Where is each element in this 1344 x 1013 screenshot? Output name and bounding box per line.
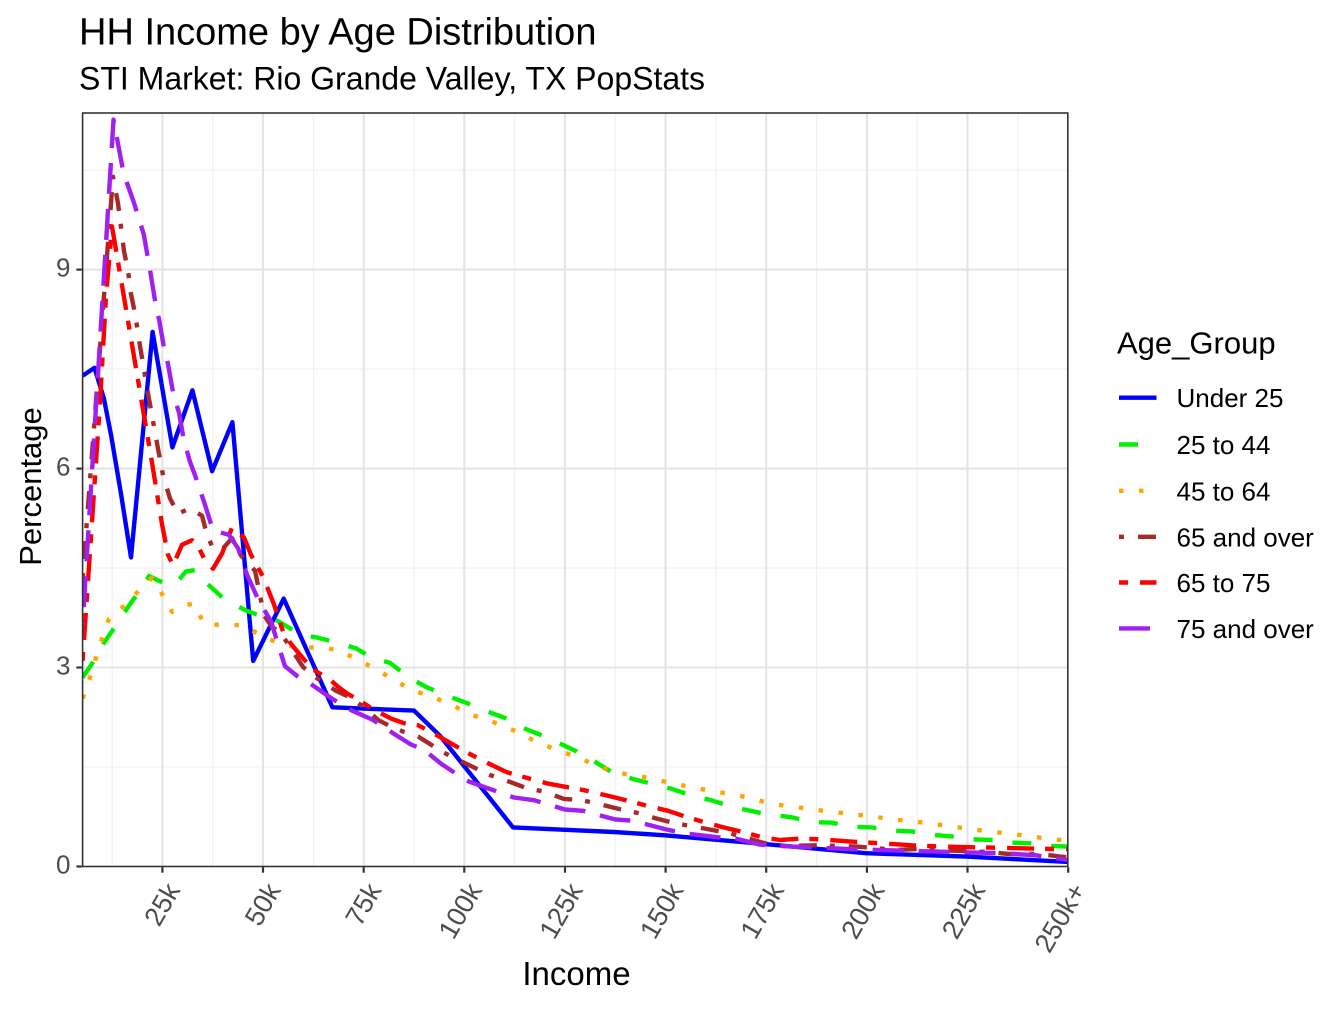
svg-text:Under 25: Under 25 (1177, 383, 1284, 413)
svg-text:6: 6 (56, 452, 70, 482)
svg-text:65 and over: 65 and over (1177, 522, 1315, 552)
svg-text:25 to 44: 25 to 44 (1177, 430, 1271, 460)
svg-text:STI Market: Rio Grande Valley,: STI Market: Rio Grande Valley, TX PopSta… (79, 61, 705, 97)
svg-text:Age_Group: Age_Group (1117, 326, 1276, 361)
svg-text:Percentage: Percentage (13, 407, 48, 566)
svg-text:9: 9 (56, 253, 70, 283)
svg-text:3: 3 (56, 651, 70, 681)
svg-text:Income: Income (522, 955, 630, 992)
svg-text:65 to 75: 65 to 75 (1177, 568, 1271, 598)
svg-text:45 to 64: 45 to 64 (1177, 476, 1271, 506)
svg-text:0: 0 (56, 850, 70, 880)
svg-text:75 and over: 75 and over (1177, 614, 1315, 644)
svg-text:HH Income by Age Distribution: HH Income by Age Distribution (79, 12, 596, 54)
